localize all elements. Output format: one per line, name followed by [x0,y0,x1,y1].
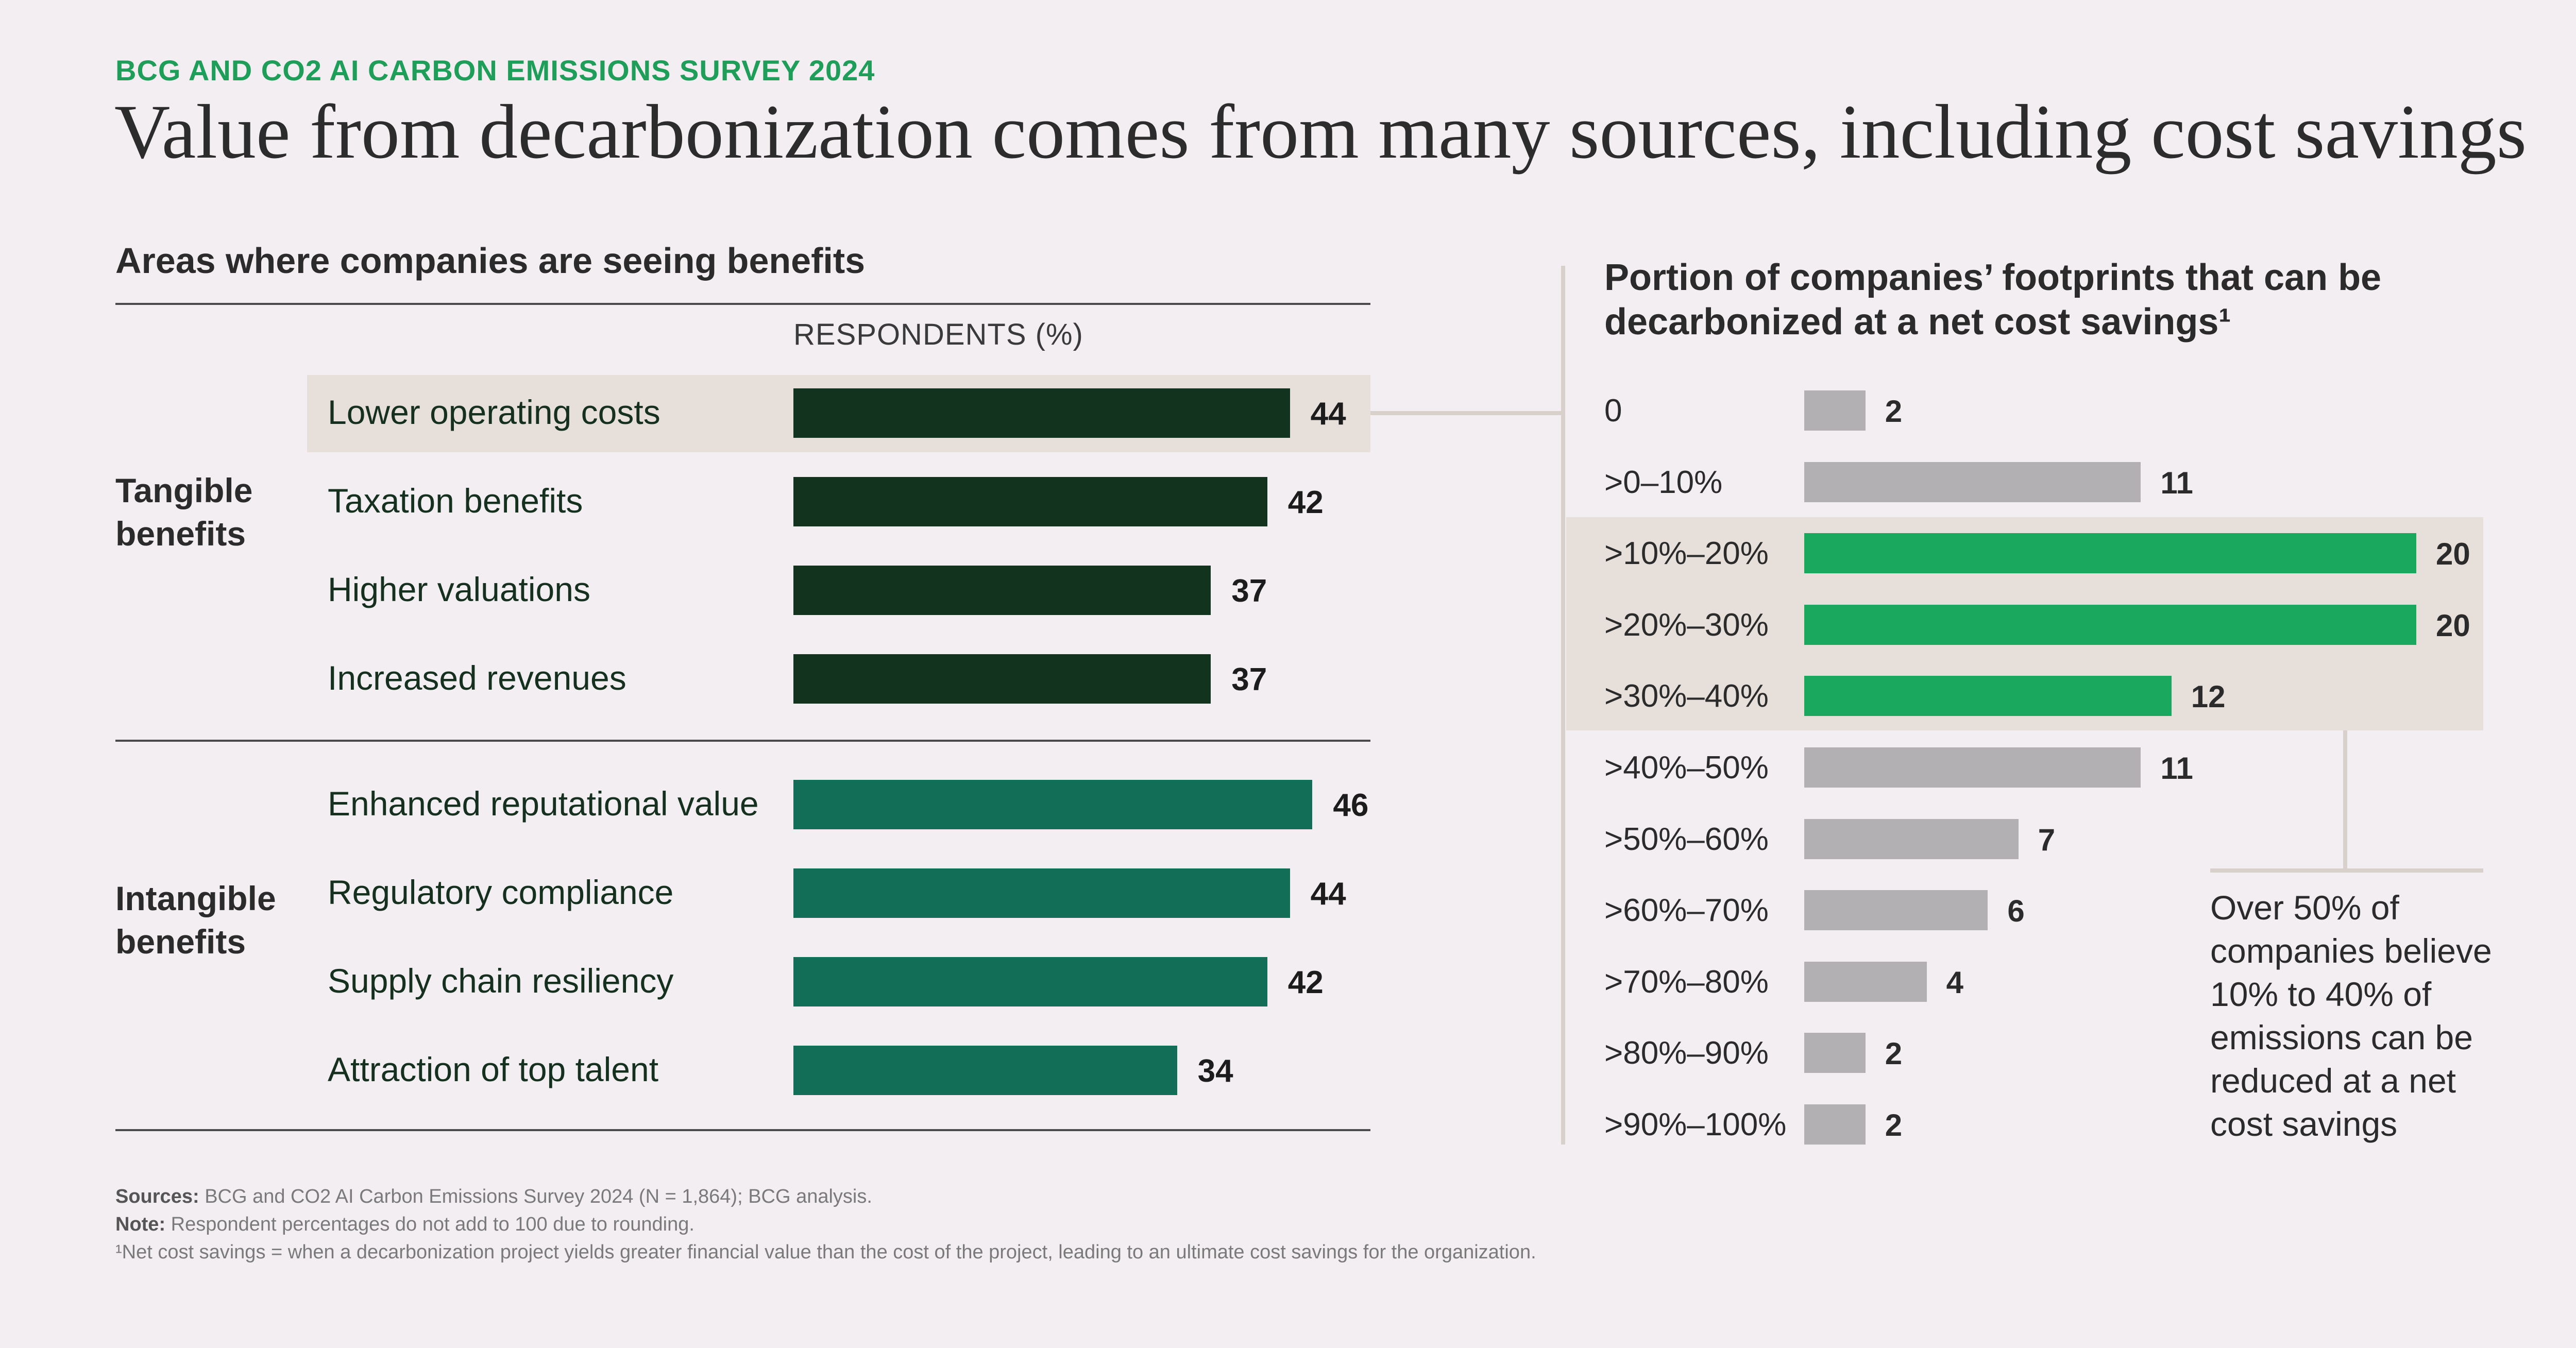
data-label: 11 [2160,465,2193,500]
annotation-connector-horizontal [2210,868,2483,873]
category-label: >90%–100% [1604,1107,1787,1142]
group-label: Tangible benefits [115,469,311,555]
category-label: Higher valuations [328,570,590,608]
group-label-line: benefits [115,923,246,961]
data-label: 44 [1310,876,1346,912]
category-label: >40%–50% [1604,750,1769,786]
data-label: 12 [2191,679,2226,714]
bar [1804,890,1988,931]
bar [1804,676,2172,716]
note-label: Note: [115,1214,166,1235]
bar [793,477,1267,526]
survey-kicker: BCG AND CO2 AI CARBON EMISSIONS SURVEY 2… [115,54,875,87]
category-label: Increased revenues [328,659,626,697]
right-chart-title: Portion of companies’ footprints that ca… [1604,257,2382,343]
note-line: Note: Respondent percentages do not add … [115,1214,694,1236]
bar [793,780,1313,829]
data-label: 42 [1287,965,1324,1000]
note-text: Respondent percentages do not add to 100… [171,1214,694,1235]
left-top-rule [115,303,1370,305]
data-label: 7 [2038,822,2056,857]
category-label: Attraction of top talent [328,1050,659,1088]
data-label: 20 [2436,537,2470,572]
chart-annotation: Over 50% of companies believe 10% to 40%… [2210,889,2492,1143]
category-label: Taxation benefits [328,482,583,520]
bar [793,868,1290,918]
data-label: 37 [1231,573,1267,609]
left-bottom-rule [115,1129,1370,1131]
category-label: Regulatory compliance [328,873,674,911]
x-axis-label: RESPONDENTS (%) [793,318,1083,351]
bar [1804,604,2416,645]
group-label-line: Tangible [115,471,253,509]
bar [1804,462,2141,502]
sources-line: Sources: BCG and CO2 AI Carbon Emissions… [115,1186,872,1208]
category-label: >70%–80% [1604,964,1769,1000]
bar [1804,390,1866,431]
data-label: 6 [2007,894,2025,929]
footnote-line: ¹Net cost savings = when a decarbonizati… [115,1241,1536,1263]
group-label-line: benefits [115,515,246,553]
group-label-line: Intangible [115,879,276,917]
right-panel-divider [1561,266,1565,1145]
category-label: >10%–20% [1604,536,1769,572]
category-label: Lower operating costs [328,393,660,431]
category-label: >50%–60% [1604,821,1769,857]
sources-text: BCG and CO2 AI Carbon Emissions Survey 2… [205,1186,872,1207]
page-title: Value from decarbonization comes from ma… [114,89,2527,175]
sources-label: Sources: [115,1186,199,1207]
bar [1804,533,2416,574]
category-label: >80%–90% [1604,1035,1769,1071]
bar [1804,1104,1866,1145]
data-label: 34 [1197,1053,1233,1089]
bar [1804,1033,1866,1073]
bar [1804,961,1927,1002]
category-label: Enhanced reputational value [328,784,759,823]
data-label: 2 [1885,394,1903,429]
data-label: 20 [2436,608,2470,643]
bar [793,388,1290,438]
data-label: 37 [1231,662,1267,697]
bar [793,654,1211,704]
data-label: 2 [1885,1108,1903,1142]
data-label: 11 [2160,751,2193,786]
category-label: >20%–30% [1604,607,1769,643]
bar [793,566,1211,615]
left-chart-title: Areas where companies are seeing benefit… [115,241,866,281]
bar [793,1046,1177,1095]
group-divider-rule [115,740,1370,742]
data-label: 42 [1287,485,1324,520]
data-label: 2 [1885,1036,1903,1071]
data-label: 44 [1310,396,1346,432]
category-label: >30%–40% [1604,678,1769,714]
bar [1804,747,2141,788]
category-label: >60%–70% [1604,893,1769,929]
category-label: Supply chain resiliency [328,962,674,1000]
category-label: >0–10% [1604,464,1723,500]
annotation-connector-vertical [2343,730,2347,872]
data-label: 46 [1333,788,1369,823]
group-label: Intangible benefits [115,877,311,963]
category-label: 0 [1604,393,1622,429]
data-label: 4 [1946,965,1963,1000]
bar [793,957,1267,1006]
bar [1804,818,2019,859]
connector-line-horizontal [1370,411,1564,415]
